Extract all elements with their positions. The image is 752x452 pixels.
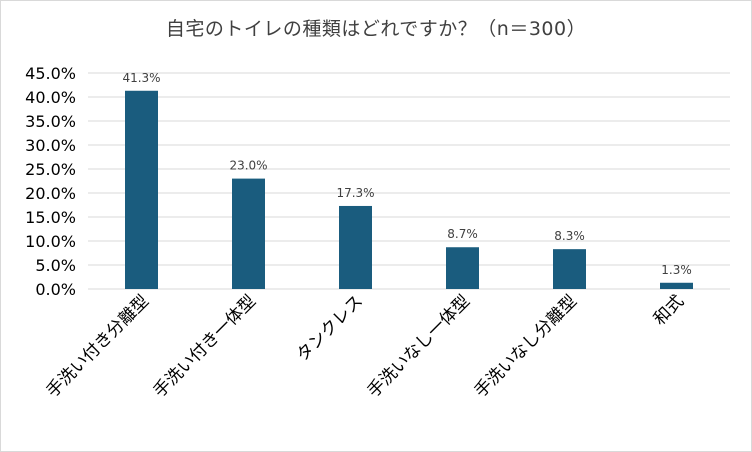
category-label: 手洗い付き分離型 [43, 291, 153, 401]
bar [446, 247, 479, 289]
data-label: 23.0% [229, 159, 267, 173]
bar [125, 90, 158, 289]
data-labels: 41.3% 23.0% 17.3% 8.7% 8.3% 1.3% [122, 71, 691, 277]
y-tick-label: 30.0% [25, 136, 76, 155]
y-tick-label: 40.0% [25, 88, 76, 107]
y-tick-label: 15.0% [25, 208, 76, 227]
bar [232, 178, 265, 289]
category-label: 手洗いなし分離型 [471, 291, 581, 401]
bar [660, 282, 693, 289]
y-tick-label: 25.0% [25, 160, 76, 179]
category-label: 手洗いなし一体型 [364, 291, 474, 401]
y-tick-label: 45.0% [25, 64, 76, 83]
data-label: 17.3% [336, 186, 374, 200]
data-label: 8.7% [447, 227, 478, 241]
category-label: 手洗い付き一体型 [150, 291, 260, 401]
data-label: 1.3% [661, 263, 692, 277]
data-label: 8.3% [554, 229, 585, 243]
y-tick-label: 5.0% [35, 256, 76, 275]
y-tick-label: 10.0% [25, 232, 76, 251]
y-tick-label: 35.0% [25, 112, 76, 131]
bar [553, 249, 586, 289]
y-axis-tick-labels: 0.0% 5.0% 10.0% 15.0% 20.0% 25.0% 30.0% 35.0% 40… [25, 64, 76, 299]
bar [339, 205, 372, 289]
category-label: 和式 [650, 291, 688, 329]
y-tick-label: 20.0% [25, 184, 76, 203]
bars [125, 90, 693, 289]
chart-title: 自宅のトイレの種類はどれですか？（n＝300） [165, 18, 587, 40]
category-label: タンクレス [293, 291, 367, 365]
data-label: 41.3% [122, 71, 160, 85]
y-tick-label: 0.0% [35, 280, 76, 299]
gridlines [88, 72, 730, 290]
